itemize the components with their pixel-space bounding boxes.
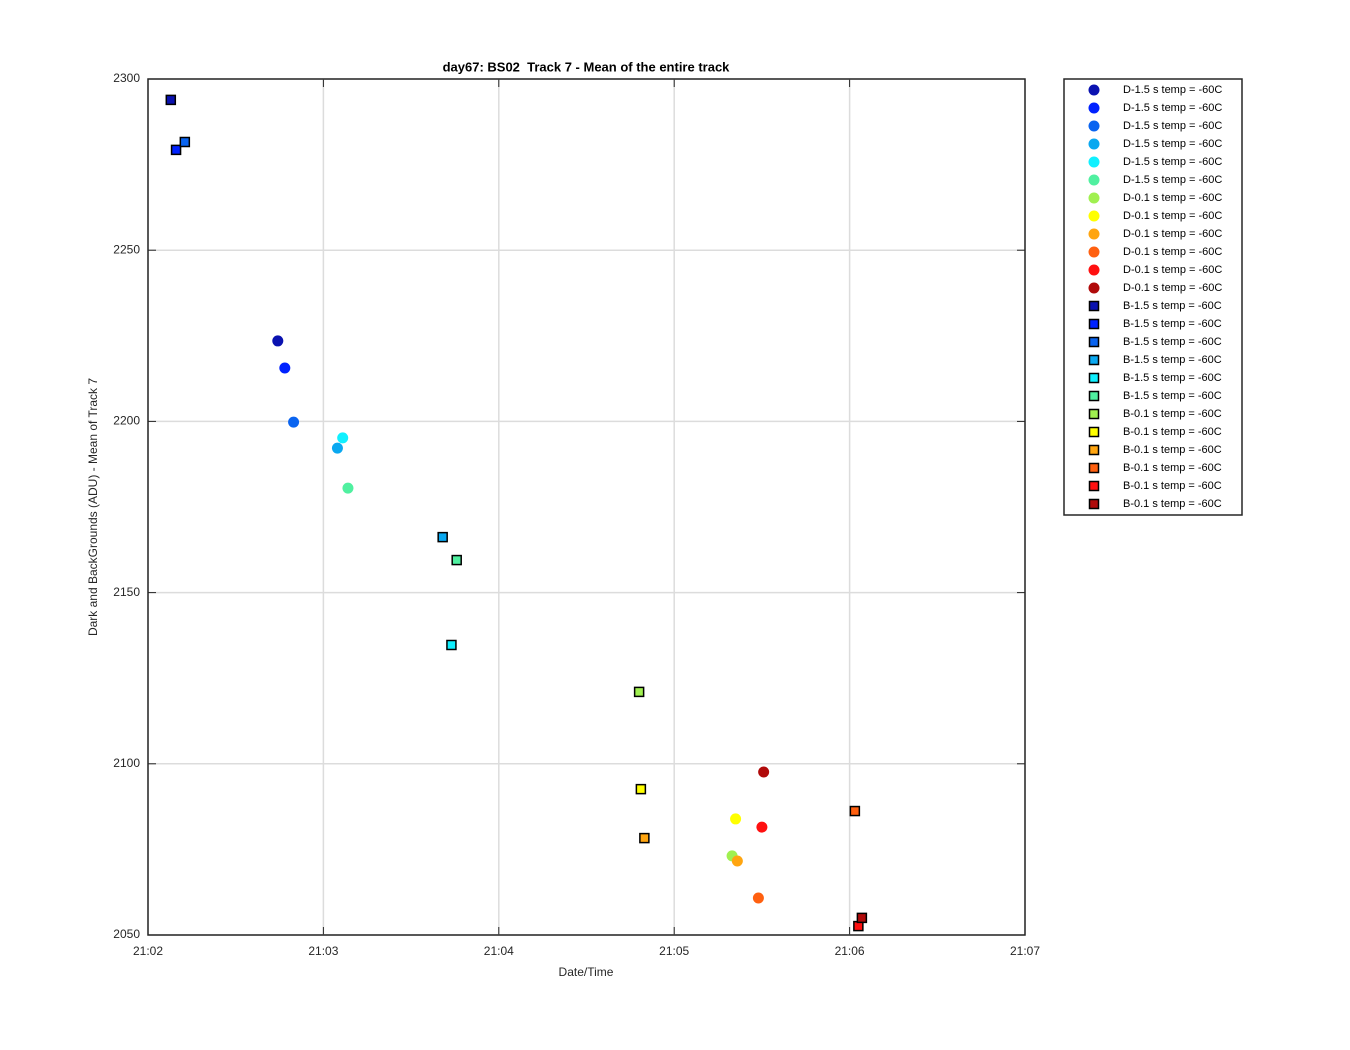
legend-text: D-0.1 s temp = -60C [1123, 228, 1222, 240]
x-tick-label: 21:03 [308, 944, 338, 958]
legend-text: D-0.1 s temp = -60C [1123, 210, 1222, 222]
legend-box [1063, 78, 1243, 516]
data-point [288, 416, 300, 428]
legend-text: D-1.5 s temp = -60C [1123, 156, 1222, 168]
data-point [752, 892, 764, 904]
legend-text: D-0.1 s temp = -60C [1123, 246, 1222, 258]
data-point [437, 531, 448, 543]
legend-marker [1088, 282, 1100, 294]
legend-text: B-0.1 s temp = -60C [1123, 444, 1222, 456]
legend-text: B-1.5 s temp = -60C [1123, 336, 1222, 348]
legend-text: B-0.1 s temp = -60C [1123, 462, 1222, 474]
legend-marker [1088, 480, 1100, 492]
legend-text: D-1.5 s temp = -60C [1123, 138, 1222, 150]
legend-marker [1088, 174, 1100, 186]
data-point [342, 482, 354, 494]
legend-text: D-1.5 s temp = -60C [1123, 84, 1222, 96]
data-point [758, 766, 770, 778]
legend-marker [1088, 408, 1100, 420]
legend-text: B-1.5 s temp = -60C [1123, 318, 1222, 330]
legend-marker [1088, 444, 1100, 456]
legend-text: D-0.1 s temp = -60C [1123, 192, 1222, 204]
legend-marker [1088, 462, 1100, 474]
legend-marker [1088, 246, 1100, 258]
data-point [856, 912, 868, 924]
data-point [179, 136, 191, 148]
chart-title: day67: BS02 Track 7 - Mean of the entire… [443, 59, 731, 74]
x-tick-label: 21:02 [133, 944, 163, 958]
legend-text: D-1.5 s temp = -60C [1123, 174, 1222, 186]
data-point [730, 813, 742, 825]
x-tick-label: 21:07 [1010, 944, 1040, 958]
legend-marker [1088, 156, 1100, 168]
data-point [331, 442, 343, 454]
legend-marker [1088, 138, 1100, 150]
legend-marker [1088, 102, 1100, 114]
legend-marker [1088, 372, 1100, 384]
legend-text: B-0.1 s temp = -60C [1123, 480, 1222, 492]
data-point [451, 554, 462, 566]
y-tick-label: 2300 [113, 71, 140, 85]
legend-text: B-0.1 s temp = -60C [1123, 498, 1222, 510]
data-point [165, 94, 177, 106]
legend-marker [1088, 336, 1100, 348]
legend-marker [1088, 210, 1100, 222]
data-point [337, 432, 349, 444]
y-tick-label: 2200 [113, 414, 140, 428]
legend-marker [1088, 498, 1100, 510]
legend-text: D-1.5 s temp = -60C [1123, 102, 1222, 114]
legend-text: B-1.5 s temp = -60C [1123, 300, 1222, 312]
plot-area [148, 79, 1025, 935]
x-tick-label: 21:05 [659, 944, 689, 958]
data-point [170, 144, 182, 156]
legend-marker [1088, 120, 1100, 132]
data-point [272, 335, 284, 347]
y-tick-label: 2150 [113, 585, 140, 599]
legend-marker [1088, 300, 1100, 312]
legend-marker [1088, 228, 1100, 240]
data-point [849, 805, 861, 817]
y-tick-label: 2250 [113, 242, 140, 256]
legend-text: B-1.5 s temp = -60C [1123, 372, 1222, 384]
legend-text: D-0.1 s temp = -60C [1123, 264, 1222, 276]
legend-text: B-1.5 s temp = -60C [1123, 354, 1222, 366]
y-tick-label: 2100 [113, 756, 140, 770]
data-point [756, 821, 768, 833]
data-point [633, 686, 645, 698]
legend-marker [1088, 318, 1100, 330]
legend-text: B-0.1 s temp = -60C [1123, 408, 1222, 420]
y-axis-label: Dark and BackGrounds (ADU) - Mean of Tra… [86, 378, 100, 636]
axes-box [147, 78, 1026, 936]
legend-text: D-1.5 s temp = -60C [1123, 120, 1222, 132]
legend-text: B-0.1 s temp = -60C [1123, 426, 1222, 438]
legend-marker [1088, 426, 1100, 438]
y-tick-label: 2050 [113, 927, 140, 941]
data-point [446, 639, 457, 651]
legend-marker [1088, 354, 1100, 366]
x-tick-label: 21:04 [484, 944, 514, 958]
legend-marker [1088, 264, 1100, 276]
data-point [279, 362, 291, 374]
legend-text: D-0.1 s temp = -60C [1123, 282, 1222, 294]
legend-text: B-1.5 s temp = -60C [1123, 390, 1222, 402]
legend-marker [1088, 192, 1100, 204]
legend-marker [1088, 390, 1100, 402]
x-axis-label: Date/Time [559, 965, 614, 979]
legend-marker [1088, 84, 1100, 96]
x-tick-label: 21:06 [835, 944, 865, 958]
data-point [731, 855, 743, 867]
data-point [635, 783, 647, 795]
data-point [639, 832, 650, 844]
